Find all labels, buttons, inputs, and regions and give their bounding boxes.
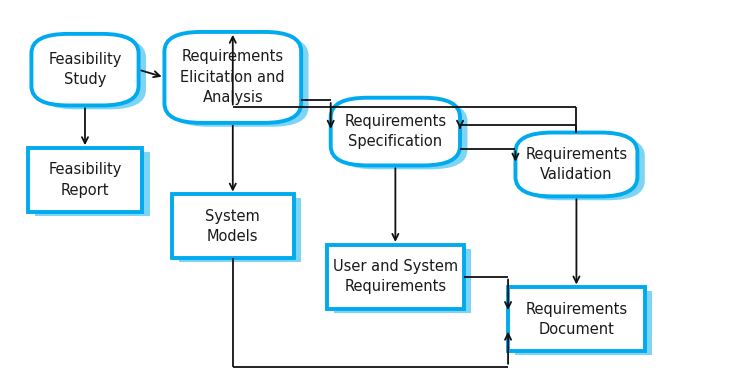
FancyBboxPatch shape — [334, 249, 471, 313]
FancyBboxPatch shape — [179, 199, 301, 262]
Text: User and System
Requirements: User and System Requirements — [333, 259, 458, 295]
FancyBboxPatch shape — [327, 245, 464, 309]
Text: Requirements
Elicitation and
Analysis: Requirements Elicitation and Analysis — [180, 50, 285, 105]
FancyBboxPatch shape — [330, 98, 460, 166]
FancyBboxPatch shape — [28, 148, 142, 212]
FancyBboxPatch shape — [39, 38, 146, 110]
FancyBboxPatch shape — [31, 34, 138, 106]
FancyBboxPatch shape — [523, 137, 644, 200]
FancyBboxPatch shape — [171, 36, 308, 127]
Text: Feasibility
Report: Feasibility Report — [48, 162, 122, 198]
Text: System
Models: System Models — [205, 209, 260, 244]
FancyBboxPatch shape — [515, 132, 637, 197]
FancyBboxPatch shape — [164, 32, 301, 123]
Text: Requirements
Document: Requirements Document — [525, 301, 627, 337]
Text: Requirements
Validation: Requirements Validation — [525, 147, 627, 182]
FancyBboxPatch shape — [515, 291, 652, 355]
Text: Feasibility
Study: Feasibility Study — [48, 52, 122, 87]
FancyBboxPatch shape — [171, 195, 293, 259]
FancyBboxPatch shape — [508, 287, 644, 351]
FancyBboxPatch shape — [338, 101, 467, 170]
Text: Requirements
Specification: Requirements Specification — [344, 114, 446, 149]
FancyBboxPatch shape — [35, 152, 149, 216]
